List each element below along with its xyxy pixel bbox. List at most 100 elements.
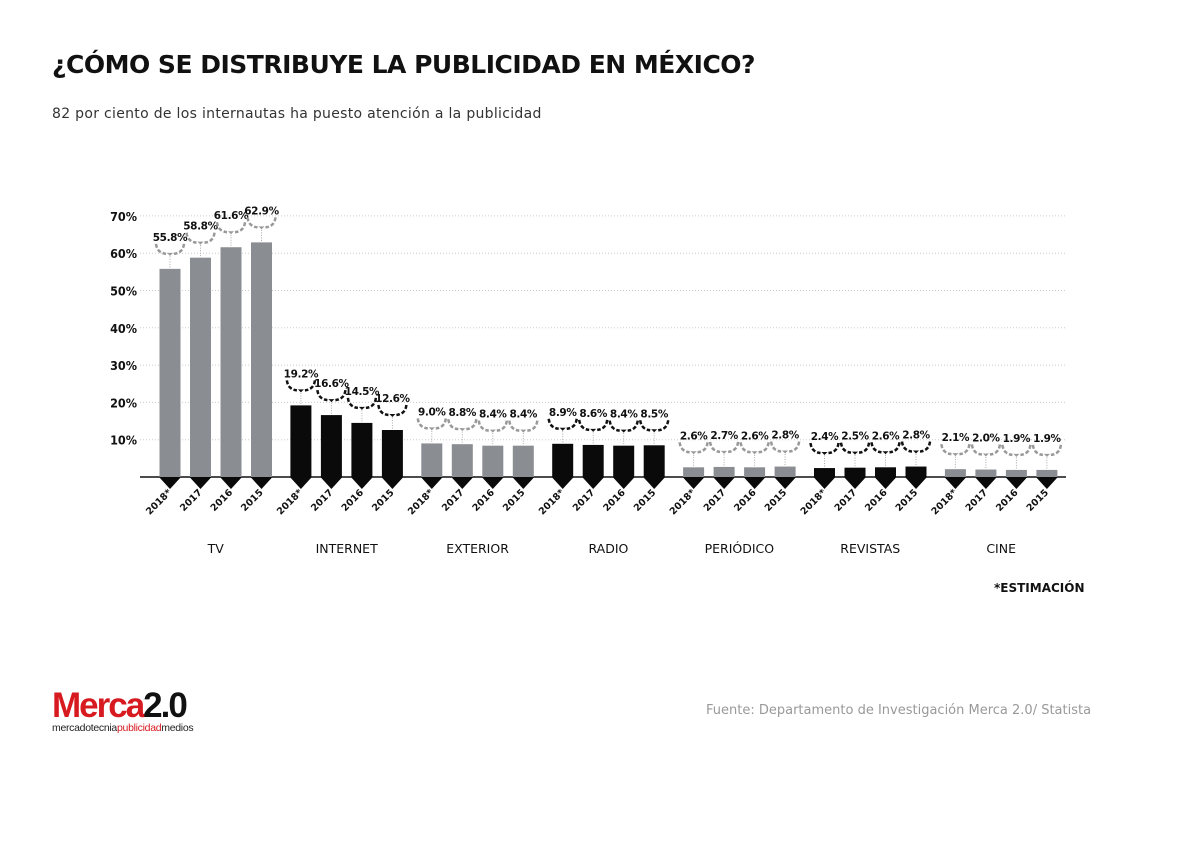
label-bracket-left: [577, 419, 590, 432]
bar: [421, 443, 443, 477]
label-pointer: [751, 451, 758, 455]
data-label: 58.8%: [183, 221, 218, 233]
bar-marker-triangle: [582, 477, 605, 489]
data-label: 16.6%: [314, 378, 349, 390]
label-bracket-left: [416, 418, 428, 430]
label-bracket-right: [828, 442, 840, 455]
category-label: TV: [207, 541, 225, 556]
bar: [582, 444, 604, 477]
page-subtitle: 82 por ciento de los internautas ha pues…: [52, 106, 542, 122]
label-bracket-right: [989, 444, 1002, 456]
y-tick-label: 20%: [110, 395, 137, 410]
year-label: 2017: [440, 487, 466, 513]
bar: [251, 242, 272, 477]
year-label: 2016: [994, 487, 1021, 514]
year-label: 2016: [863, 487, 890, 514]
label-pointer: [489, 429, 496, 433]
data-label: 8.5%: [640, 408, 668, 420]
category-label: INTERNET: [316, 541, 379, 556]
bar: [1036, 469, 1058, 477]
label-pointer: [982, 453, 989, 457]
data-label: 14.5%: [345, 386, 380, 398]
label-bracket-right: [727, 441, 740, 454]
year-label: 2018*: [668, 487, 698, 517]
label-bracket-left: [377, 404, 389, 417]
bar: [482, 445, 504, 477]
label-bracket-left: [1031, 444, 1044, 457]
bar-marker-triangle: [451, 477, 474, 489]
data-label: 2.6%: [741, 430, 769, 442]
bar-marker-triangle: [512, 477, 535, 489]
bar-marker-triangle: [643, 477, 666, 489]
bar: [381, 430, 403, 477]
label-pointer: [590, 428, 597, 432]
label-bracket-left: [215, 222, 228, 234]
label-bracket-left: [447, 418, 459, 431]
bar-marker-triangle: [743, 477, 766, 489]
bar: [451, 444, 473, 477]
bar-marker-triangle: [974, 477, 997, 489]
year-label: 2015: [894, 487, 920, 513]
bar: [512, 445, 534, 477]
label-bracket-right: [788, 441, 801, 453]
label-bracket-right: [858, 442, 871, 454]
bar: [1005, 469, 1027, 477]
bar: [220, 247, 242, 477]
label-bracket-left: [870, 442, 882, 454]
label-bracket-left: [638, 420, 651, 432]
data-label: 2.6%: [872, 430, 900, 442]
year-label: 2015: [632, 487, 658, 513]
data-label: 2.0%: [972, 433, 1000, 445]
bar-marker-triangle: [420, 477, 443, 489]
year-label: 2015: [370, 487, 396, 513]
data-label: 2.7%: [710, 430, 738, 442]
page-title: ¿CÓMO SE DISTRIBUYE LA PUBLICIDAD EN MÉX…: [52, 50, 756, 79]
data-label: 8.9%: [549, 407, 577, 419]
bar-marker-triangle: [1035, 477, 1058, 489]
data-label: 8.6%: [579, 408, 607, 420]
data-label: 55.8%: [153, 232, 188, 244]
label-bracket-left: [678, 442, 690, 454]
label-pointer: [197, 241, 204, 245]
bar-marker-triangle: [481, 477, 504, 489]
label-bracket-right: [627, 420, 639, 432]
label-bracket-right: [234, 222, 247, 234]
label-pointer: [297, 389, 304, 393]
label-bracket-left: [246, 217, 258, 229]
label-bracket-right: [304, 380, 317, 392]
bar: [975, 469, 997, 477]
bar: [351, 422, 373, 477]
label-bracket-right: [1020, 444, 1032, 457]
year-label: 2016: [732, 487, 759, 514]
label-bracket-left: [608, 420, 620, 432]
bar-marker-triangle: [944, 477, 967, 489]
bar-marker-triangle: [682, 477, 705, 489]
y-tick-label: 10%: [110, 433, 137, 448]
year-label: 2018*: [406, 487, 436, 517]
label-bracket-right: [396, 404, 408, 417]
bar: [944, 469, 966, 477]
label-bracket-right: [265, 217, 277, 229]
label-pointer: [782, 450, 789, 454]
bar-marker-triangle: [350, 477, 373, 489]
year-label: 2018*: [799, 487, 829, 517]
bar-marker-triangle: [320, 477, 343, 489]
label-pointer: [1013, 453, 1020, 457]
label-bracket-right: [527, 420, 539, 432]
label-bracket-right: [919, 441, 932, 453]
label-pointer: [1043, 453, 1050, 457]
data-label: 2.4%: [811, 431, 839, 443]
label-bracket-left: [154, 243, 167, 256]
category-label: RADIO: [589, 541, 629, 556]
year-label: 2016: [601, 487, 628, 514]
data-label: 2.8%: [902, 430, 930, 442]
label-bracket-left: [547, 418, 559, 431]
data-label: 8.4%: [479, 409, 507, 421]
year-label: 2018*: [537, 487, 567, 517]
bar-marker-triangle: [713, 477, 736, 489]
bar-marker-triangle: [250, 477, 273, 489]
label-bracket-left: [900, 441, 913, 453]
year-label: 2016: [340, 487, 367, 514]
bar: [190, 257, 211, 477]
label-pointer: [651, 429, 658, 433]
